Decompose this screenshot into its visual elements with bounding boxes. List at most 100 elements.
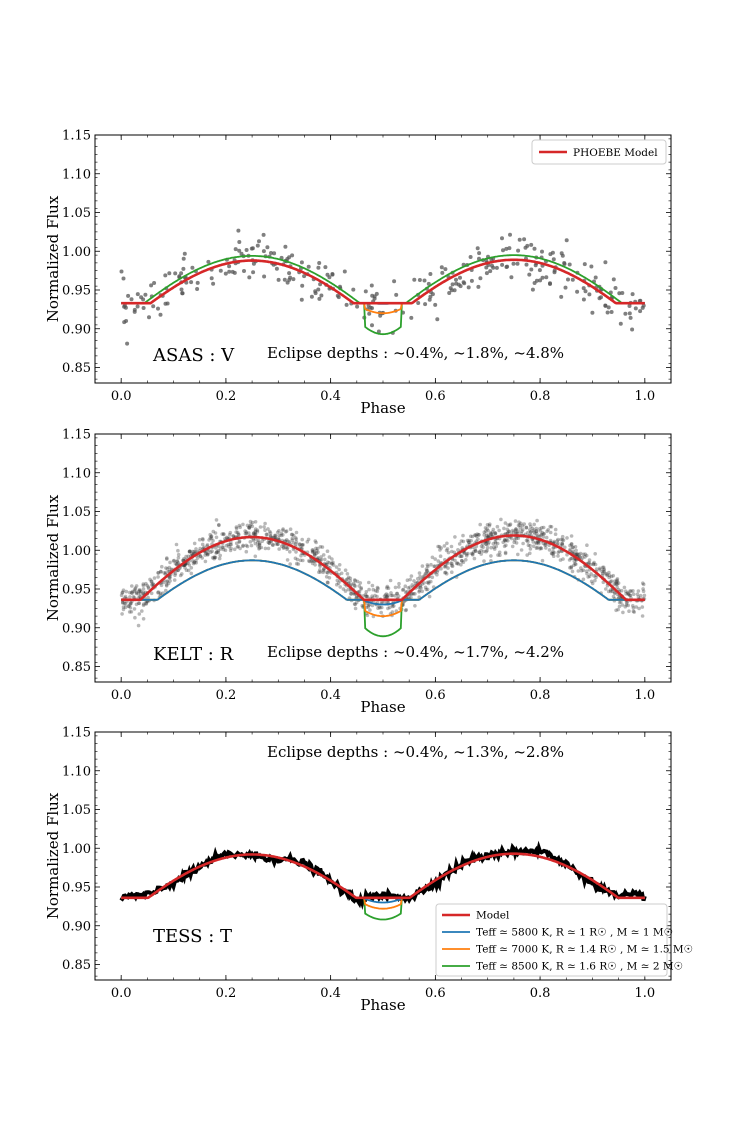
data-point bbox=[143, 292, 148, 297]
data-point bbox=[132, 589, 137, 593]
data-point bbox=[512, 538, 517, 542]
data-point bbox=[574, 552, 579, 557]
data-point bbox=[535, 545, 540, 550]
data-point bbox=[558, 558, 563, 562]
data-point bbox=[438, 554, 443, 558]
data-point bbox=[530, 287, 535, 292]
data-point bbox=[135, 304, 140, 309]
data-point bbox=[627, 304, 632, 308]
data-point bbox=[234, 541, 239, 546]
data-point bbox=[128, 602, 132, 607]
data-point bbox=[624, 603, 629, 607]
data-point bbox=[238, 525, 242, 530]
data-point bbox=[526, 543, 531, 548]
data-point bbox=[412, 579, 416, 583]
data-point bbox=[540, 531, 545, 535]
data-point bbox=[273, 533, 277, 538]
data-point bbox=[200, 537, 205, 541]
data-point bbox=[425, 563, 430, 567]
data-point bbox=[560, 543, 565, 547]
data-point bbox=[551, 546, 555, 550]
data-point bbox=[564, 238, 569, 243]
data-point bbox=[484, 271, 489, 276]
data-point bbox=[430, 292, 435, 297]
legend-label: Teff ≃ 8500 K, R ≃ 1.6 R☉ , M ≃ 2 M☉ bbox=[476, 961, 683, 973]
data-point bbox=[257, 542, 262, 547]
data-point bbox=[201, 538, 205, 542]
data-point bbox=[330, 561, 334, 566]
data-point bbox=[450, 561, 454, 566]
data-point bbox=[165, 579, 170, 583]
data-point bbox=[211, 538, 215, 543]
data-point bbox=[260, 539, 265, 543]
data-point bbox=[477, 533, 481, 537]
data-point bbox=[395, 591, 399, 596]
data-point bbox=[569, 534, 574, 538]
data-point bbox=[140, 609, 144, 613]
data-point bbox=[608, 588, 613, 592]
data-point bbox=[280, 544, 284, 548]
data-point bbox=[485, 545, 490, 550]
data-point bbox=[223, 271, 228, 276]
data-point bbox=[507, 529, 512, 534]
data-point bbox=[427, 580, 431, 584]
data-point bbox=[221, 545, 225, 550]
data-point bbox=[616, 607, 620, 612]
data-point bbox=[244, 543, 248, 548]
data-point bbox=[354, 595, 359, 600]
data-point bbox=[291, 277, 296, 282]
data-point bbox=[124, 319, 129, 323]
data-point bbox=[128, 590, 132, 595]
data-point bbox=[486, 533, 491, 537]
data-point bbox=[571, 545, 575, 549]
data-point bbox=[126, 293, 131, 298]
data-point bbox=[513, 531, 518, 535]
data-point bbox=[163, 273, 168, 278]
data-point bbox=[505, 527, 510, 532]
data-point bbox=[403, 584, 408, 588]
legend-tess: Model Teff ≃ 5800 K, R ≃ 1 R☉ , M ≃ 1 M☉ T… bbox=[435, 903, 693, 977]
data-point bbox=[342, 269, 347, 274]
data-point bbox=[512, 540, 516, 545]
eclipse-depths-text: Eclipse depths : ~0.4%, ~1.3%, ~2.8% bbox=[267, 743, 564, 761]
data-point bbox=[498, 553, 502, 557]
data-point bbox=[277, 529, 281, 533]
data-point bbox=[318, 564, 322, 569]
data-point bbox=[445, 541, 449, 546]
data-point bbox=[385, 594, 389, 599]
data-point bbox=[436, 544, 440, 549]
data-point bbox=[469, 534, 473, 539]
data-point bbox=[204, 551, 208, 556]
data-point bbox=[552, 550, 556, 555]
data-point bbox=[552, 268, 557, 273]
data-point bbox=[165, 580, 169, 584]
data-point bbox=[483, 526, 488, 530]
data-point bbox=[535, 518, 539, 523]
data-point bbox=[129, 297, 134, 302]
data-point bbox=[370, 594, 374, 598]
data-point bbox=[623, 311, 628, 316]
x-tick-label: 1.0 bbox=[634, 688, 655, 703]
data-point bbox=[163, 570, 168, 575]
data-point bbox=[314, 546, 318, 551]
data-point bbox=[247, 525, 251, 530]
data-point bbox=[176, 552, 181, 557]
data-point bbox=[327, 555, 332, 559]
data-point bbox=[635, 592, 640, 597]
data-point bbox=[172, 578, 177, 582]
data-point bbox=[481, 545, 485, 550]
data-point bbox=[479, 552, 484, 556]
data-point bbox=[528, 543, 532, 548]
data-point bbox=[508, 523, 512, 527]
data-point bbox=[539, 533, 543, 538]
data-point bbox=[262, 525, 266, 529]
data-point bbox=[612, 591, 617, 595]
data-point bbox=[327, 576, 332, 580]
data-point bbox=[313, 553, 317, 557]
data-point bbox=[174, 542, 179, 547]
data-point bbox=[172, 558, 176, 563]
data-point bbox=[606, 305, 611, 310]
data-point bbox=[192, 560, 197, 565]
data-point bbox=[507, 529, 511, 534]
data-point bbox=[641, 582, 646, 587]
